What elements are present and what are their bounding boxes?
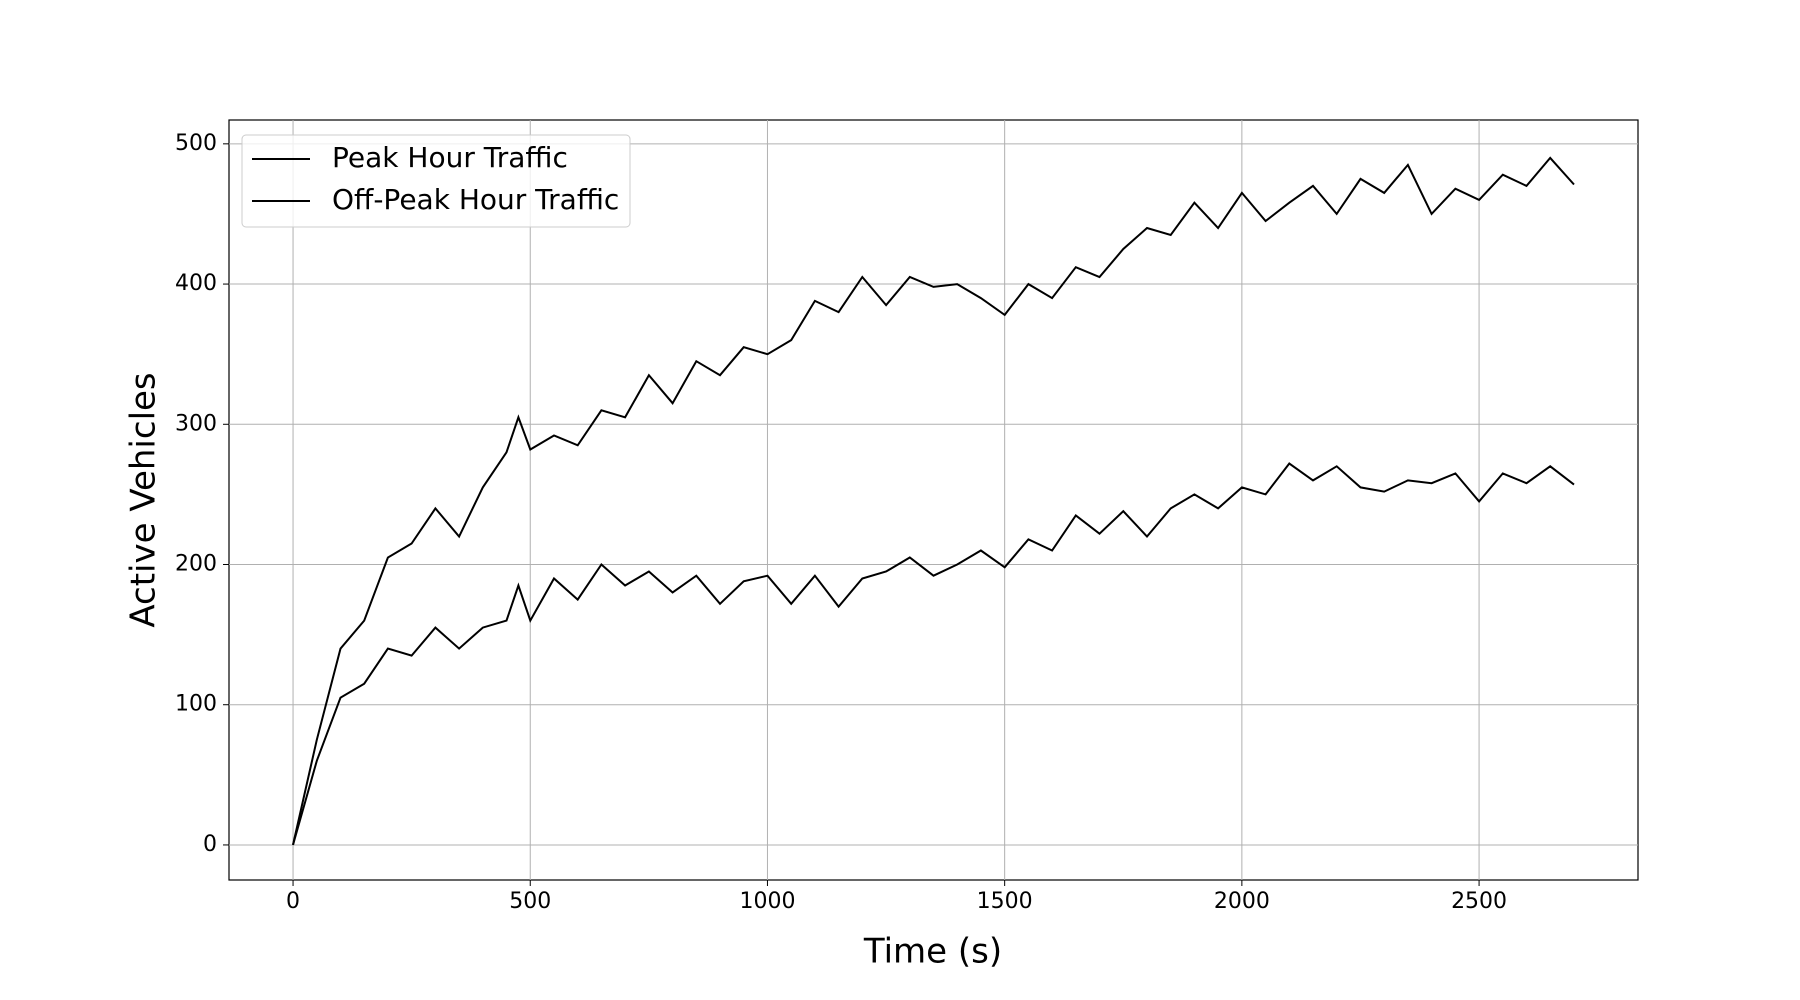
x-tick-label: 1000 — [739, 889, 795, 914]
series-line — [292, 462, 1575, 846]
x-tick-label: 2000 — [1214, 889, 1270, 914]
grid — [229, 120, 1638, 880]
series-line — [292, 156, 1575, 846]
y-axis-title: Active Vehicles — [124, 372, 164, 627]
legend-label: Off-Peak Hour Traffic — [332, 183, 619, 216]
y-tick-label: 500 — [175, 131, 217, 156]
plot-frame — [228, 119, 1639, 881]
x-tick-label: 500 — [509, 889, 551, 914]
x-tick-label: 2500 — [1451, 889, 1507, 914]
y-tick-label: 400 — [175, 271, 217, 296]
x-axis-title: Time (s) — [863, 932, 1002, 972]
y-tick-label: 200 — [175, 552, 217, 577]
x-tick-label: 0 — [286, 889, 300, 914]
legend-box — [241, 134, 631, 228]
y-tick-label: 0 — [203, 832, 217, 857]
y-tick-label: 300 — [175, 411, 217, 436]
y-tick-label: 100 — [175, 692, 217, 717]
x-tick-label: 1500 — [977, 889, 1033, 914]
legend-label: Peak Hour Traffic — [332, 141, 568, 174]
